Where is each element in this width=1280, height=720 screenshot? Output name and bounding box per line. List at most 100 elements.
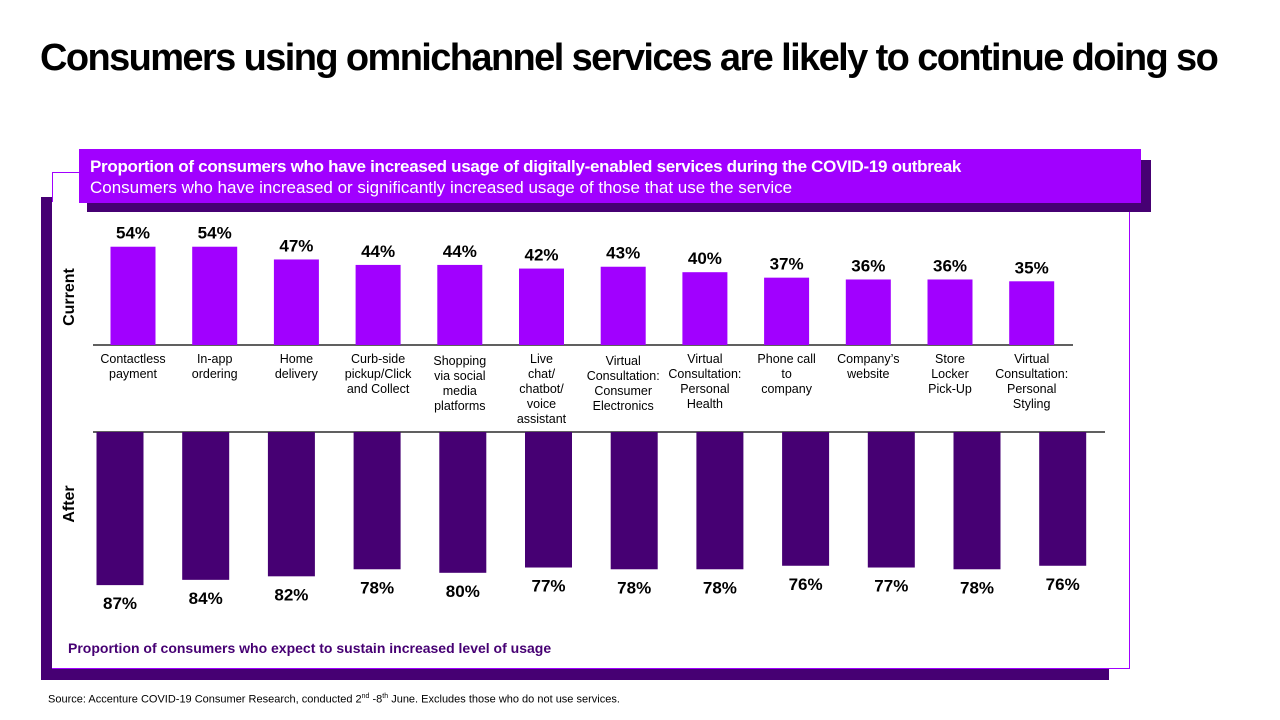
current-value-label: 47%	[279, 236, 313, 255]
category-label-line: Virtual	[605, 354, 641, 368]
after-bar	[610, 432, 658, 570]
category-label-line: media	[442, 384, 477, 398]
category-label: Contactless payment	[91, 352, 175, 382]
category-label-line: website	[847, 367, 890, 381]
category-label-line: voice	[526, 397, 557, 411]
frame-top-line	[52, 172, 82, 173]
category-label-line: ordering	[191, 367, 238, 381]
category-label-line: payment	[109, 367, 157, 381]
page-title: Consumers using omnichannel services are…	[40, 37, 1219, 79]
frame-left-line	[52, 172, 53, 202]
category-label-line: Styling	[1012, 397, 1051, 411]
category-label-line: Virtual	[687, 352, 723, 366]
after-bar	[1039, 432, 1087, 566]
category-label-line: Personal	[680, 382, 730, 396]
after-value-label: 78%	[960, 578, 994, 597]
chart-subtitle: Consumers who have increased or signific…	[90, 178, 793, 197]
category-label-line: and Collect	[346, 382, 410, 396]
frame-shadow-bottom	[41, 668, 1109, 680]
category-label-line: Pick-Up	[928, 382, 972, 396]
after-bar	[182, 432, 230, 580]
after-bar	[696, 432, 744, 570]
category-label: Virtual Consultation: Personal Health	[663, 352, 747, 412]
after-value-label: 78%	[360, 578, 394, 597]
after-value-label: 78%	[703, 578, 737, 597]
current-value-label: 36%	[933, 256, 967, 275]
after-value-label: 77%	[531, 577, 565, 596]
category-label-line: Electronics	[592, 399, 654, 413]
current-value-label: 42%	[524, 246, 558, 265]
category-label-line: Virtual	[1014, 352, 1050, 366]
current-bar	[1009, 281, 1055, 345]
after-value-label: 76%	[1046, 575, 1080, 594]
current-bar	[927, 279, 973, 345]
category-label: Live chat/chatbot/voice assistant	[500, 352, 584, 427]
after-bar	[439, 432, 487, 573]
after-value-label: 76%	[789, 575, 823, 594]
current-bar	[192, 246, 238, 345]
category-label-line: Home	[279, 352, 314, 366]
current-bar	[845, 279, 891, 345]
after-bar	[953, 432, 1001, 570]
frame-shadow-left	[41, 197, 53, 680]
chart-header: Proportion of consumers who have increas…	[79, 149, 1141, 203]
category-label-line: Consultation:	[668, 367, 742, 381]
category-label: Virtual Consultation: Consumer Electronics	[581, 354, 665, 414]
current-bar	[110, 246, 156, 345]
current-bar	[600, 266, 646, 345]
category-label-line: delivery	[274, 367, 318, 381]
current-value-label: 54%	[116, 224, 150, 243]
current-value-label: 44%	[443, 242, 477, 261]
category-label: Shopping via social media platforms	[418, 354, 502, 414]
current-bar	[519, 268, 564, 345]
category-label-line: to	[781, 367, 792, 381]
bottom-caption: Proportion of consumers who expect to su…	[68, 640, 552, 656]
source-sup: nd	[361, 693, 370, 700]
chart-title: Proportion of consumers who have increas…	[90, 157, 962, 176]
after-value-label: 78%	[617, 578, 651, 597]
category-label-line: Consultation:	[995, 367, 1069, 381]
after-bar	[525, 432, 572, 568]
category-label-line: chat/	[527, 367, 556, 381]
category-label: Phone call to company	[745, 352, 829, 397]
current-value-label: 35%	[1015, 258, 1049, 277]
category-label-line: Contactless	[100, 352, 166, 366]
category-label-line: Consumer	[594, 384, 653, 398]
current-value-label: 54%	[198, 224, 232, 243]
source-note: Source: Accenture COVID-19 Consumer Rese…	[48, 693, 620, 706]
category-label-line: pickup/Click	[344, 367, 412, 381]
category-label-line: Personal	[1007, 382, 1057, 396]
category-label-line: Health	[686, 397, 723, 411]
after-bar	[867, 432, 915, 568]
after-bar	[96, 432, 144, 586]
category-label: Home delivery	[254, 352, 338, 382]
category-label: Store Locker Pick-Up	[908, 352, 992, 397]
current-bar	[764, 277, 810, 345]
category-label-line: Store	[935, 352, 965, 366]
category-label-line: platforms	[434, 399, 486, 413]
current-value-label: 37%	[770, 255, 804, 274]
after-value-label: 87%	[103, 594, 137, 613]
category-label-line: Curb-side	[351, 352, 406, 366]
current-bar	[682, 272, 728, 345]
category-label-line: Locker	[931, 367, 969, 381]
current-bar	[437, 264, 483, 345]
source-sup: th	[382, 693, 389, 700]
category-label-line: via social	[434, 369, 486, 383]
source-text: Source: Accenture COVID-19 Consumer Rese…	[48, 693, 362, 706]
category-label-line: company	[761, 382, 812, 396]
current-value-label: 43%	[606, 244, 640, 263]
category-label-line: In-app	[196, 352, 233, 366]
category-label-line: chatbot/	[519, 382, 564, 396]
current-value-label: 40%	[688, 249, 722, 268]
after-value-label: 80%	[446, 582, 480, 601]
category-label: Curb-side pickup/Click and Collect	[336, 352, 420, 397]
source-text: -8	[369, 693, 383, 706]
category-label: Virtual Consultation: Personal Styling	[990, 352, 1074, 412]
after-value-label: 77%	[874, 577, 908, 596]
current-value-label: 44%	[361, 242, 395, 261]
after-bar	[782, 432, 830, 566]
category-label-line: Shopping	[433, 354, 487, 368]
after-bar	[353, 432, 401, 570]
